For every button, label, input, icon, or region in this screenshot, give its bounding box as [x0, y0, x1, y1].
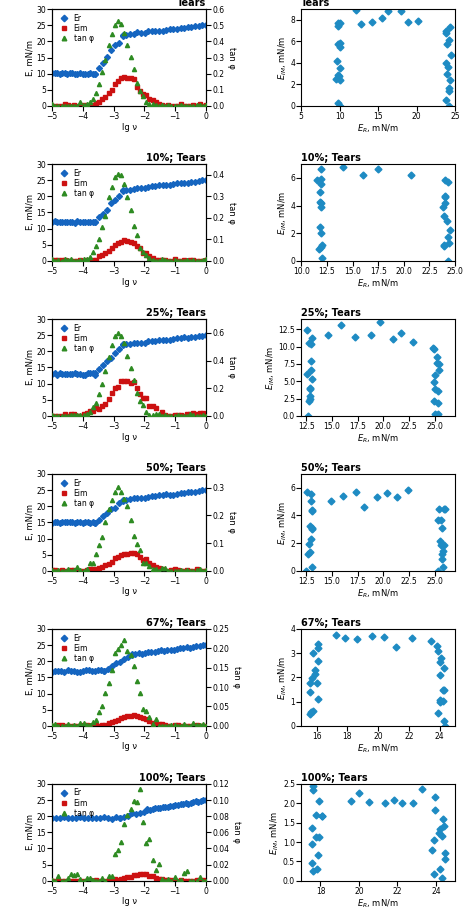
Legend: Er, Eim, tan φ: Er, Eim, tan φ: [56, 633, 94, 664]
Text: Tears: Tears: [301, 0, 330, 8]
Y-axis label: E, mN/m: E, mN/m: [26, 40, 35, 75]
Text: 10%; Tears: 10%; Tears: [301, 153, 361, 163]
Text: 50%; Tears: 50%; Tears: [146, 463, 206, 473]
Legend: Er, Eim, tan φ: Er, Eim, tan φ: [56, 168, 94, 199]
Y-axis label: E, mN/m: E, mN/m: [26, 814, 35, 850]
Y-axis label: $E_{IM}$, mN/m: $E_{IM}$, mN/m: [276, 191, 289, 234]
X-axis label: lg ν: lg ν: [121, 897, 137, 906]
Y-axis label: $E_{IM}$, mN/m: $E_{IM}$, mN/m: [276, 656, 289, 699]
Y-axis label: tan φ: tan φ: [232, 822, 241, 844]
X-axis label: lg ν: lg ν: [121, 432, 137, 441]
Text: 25%; Tears: 25%; Tears: [301, 308, 361, 318]
Text: 10%; Tears: 10%; Tears: [146, 153, 206, 163]
Text: 67%; Tears: 67%; Tears: [301, 618, 361, 628]
Y-axis label: E, mN/m: E, mN/m: [26, 194, 35, 231]
X-axis label: lg ν: lg ν: [121, 743, 137, 752]
Text: Tears: Tears: [177, 0, 206, 8]
Y-axis label: E, mN/m: E, mN/m: [26, 350, 35, 385]
Y-axis label: $E_{IM}$, mN/m: $E_{IM}$, mN/m: [269, 810, 282, 854]
Y-axis label: $E_{IM}$, mN/m: $E_{IM}$, mN/m: [264, 345, 277, 390]
X-axis label: lg ν: lg ν: [121, 123, 137, 132]
X-axis label: $E_R$, mN/m: $E_R$, mN/m: [357, 278, 399, 290]
Text: 100%; Tears: 100%; Tears: [301, 773, 368, 783]
X-axis label: lg ν: lg ν: [121, 278, 137, 287]
Y-axis label: tan φ: tan φ: [232, 666, 241, 688]
Y-axis label: tan φ: tan φ: [227, 46, 236, 68]
Text: 67%; Tears: 67%; Tears: [146, 618, 206, 628]
X-axis label: $E_R$, mN/m: $E_R$, mN/m: [357, 123, 399, 135]
Text: 100%; Tears: 100%; Tears: [139, 773, 206, 783]
Y-axis label: E, mN/m: E, mN/m: [26, 659, 35, 696]
Legend: Er, Eim, tan φ: Er, Eim, tan φ: [56, 13, 94, 44]
Text: 50%; Tears: 50%; Tears: [301, 463, 361, 473]
Legend: Er, Eim, tan φ: Er, Eim, tan φ: [56, 478, 94, 508]
Legend: Er, Eim, tan φ: Er, Eim, tan φ: [56, 788, 94, 818]
Y-axis label: E, mN/m: E, mN/m: [26, 505, 35, 540]
Y-axis label: tan φ: tan φ: [227, 202, 236, 223]
Y-axis label: $E_{IM}$, mN/m: $E_{IM}$, mN/m: [276, 500, 289, 545]
X-axis label: lg ν: lg ν: [121, 587, 137, 597]
X-axis label: $E_R$, mN/m: $E_R$, mN/m: [357, 587, 399, 600]
X-axis label: $E_R$, mN/m: $E_R$, mN/m: [357, 432, 399, 445]
Text: 25%; Tears: 25%; Tears: [146, 308, 206, 318]
X-axis label: $E_R$, mN/m: $E_R$, mN/m: [357, 743, 399, 755]
X-axis label: $E_R$, mN/m: $E_R$, mN/m: [357, 897, 399, 908]
Y-axis label: tan φ: tan φ: [227, 511, 236, 533]
Y-axis label: tan φ: tan φ: [227, 357, 236, 379]
Y-axis label: $E_{IM}$, mN/m: $E_{IM}$, mN/m: [276, 35, 289, 80]
Legend: Er, Eim, tan φ: Er, Eim, tan φ: [56, 323, 94, 353]
